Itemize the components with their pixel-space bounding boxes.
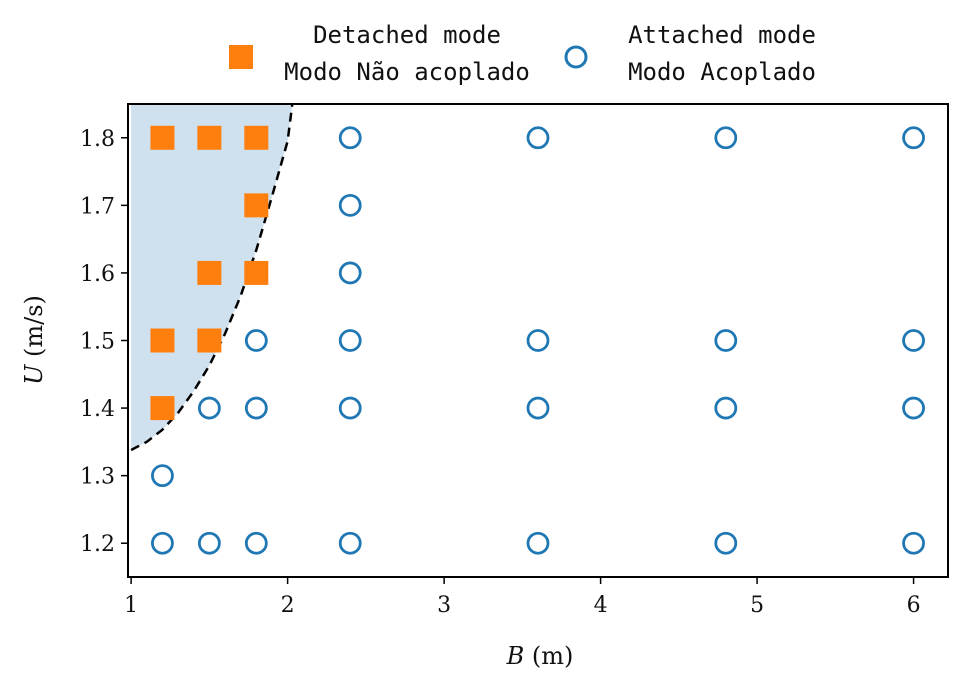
y-axis-label: U (m/s) xyxy=(20,295,48,385)
y-axis-ticks: 1.2 1.3 1.4 1.5 1.6 1.7 1.8 xyxy=(80,127,128,557)
attached-point xyxy=(714,396,738,420)
attached-point xyxy=(338,126,362,150)
legend-attached-label: Attached mode xyxy=(628,21,816,49)
x-axis-var: B xyxy=(506,642,525,670)
x-tick-label: 2 xyxy=(281,593,295,618)
y-tick-label: 1.2 xyxy=(80,532,115,557)
legend-detached-marker xyxy=(229,45,253,69)
attached-point xyxy=(714,329,738,352)
attached-point xyxy=(338,329,362,352)
attached-point xyxy=(244,329,268,352)
x-tick-label: 6 xyxy=(907,593,921,618)
attached-point xyxy=(902,126,925,150)
attached-point xyxy=(526,396,550,420)
y-axis-unit: (m/s) xyxy=(20,295,48,357)
detached-point xyxy=(150,125,175,150)
boundary-curve-layer xyxy=(130,103,294,452)
attached-point xyxy=(197,396,221,420)
x-axis-ticks: 1 2 3 4 5 6 xyxy=(124,577,921,618)
detached-point xyxy=(150,396,175,421)
attached-point xyxy=(338,261,362,285)
detached-point xyxy=(197,125,222,150)
legend: Detached mode Modo Não acoplado Attached… xyxy=(229,21,816,86)
attached-point xyxy=(902,329,925,352)
y-tick-label: 1.3 xyxy=(80,465,115,490)
attached-point xyxy=(714,126,738,150)
y-tick-label: 1.4 xyxy=(80,397,115,422)
attached-point xyxy=(526,531,550,555)
detached-point xyxy=(197,328,222,353)
attached-point xyxy=(902,396,925,420)
attached-point xyxy=(526,329,550,352)
attached-point xyxy=(151,531,174,555)
attached-point xyxy=(197,531,221,555)
y-axis-var: U xyxy=(20,364,48,385)
legend-detached-label: Detached mode xyxy=(313,21,501,49)
detached-point xyxy=(150,328,175,353)
detached-point xyxy=(197,260,222,285)
attached-point xyxy=(714,531,738,555)
attached-point xyxy=(526,126,550,150)
y-tick-label: 1.7 xyxy=(80,194,115,219)
attached-point xyxy=(338,396,362,420)
detached-point xyxy=(244,193,269,218)
attached-point xyxy=(338,531,362,555)
x-tick-label: 4 xyxy=(594,593,608,618)
attached-point xyxy=(338,193,362,217)
x-axis-unit: (m) xyxy=(532,642,573,670)
legend-attached-marker xyxy=(564,45,588,69)
x-axis-label: B (m) xyxy=(506,642,574,670)
x-tick-label: 1 xyxy=(124,593,138,618)
x-tick-label: 3 xyxy=(437,593,451,618)
x-tick-label: 5 xyxy=(750,593,764,618)
legend-detached-translation: Modo Não acoplado xyxy=(284,58,530,86)
attached-point xyxy=(151,464,174,488)
detached-point xyxy=(244,125,269,150)
y-tick-label: 1.6 xyxy=(80,262,115,287)
detached-point xyxy=(244,260,269,285)
y-tick-label: 1.8 xyxy=(80,127,115,152)
attached-point xyxy=(244,531,268,555)
legend-attached-translation: Modo Acoplado xyxy=(628,58,816,86)
y-tick-label: 1.5 xyxy=(80,330,115,355)
attached-point xyxy=(244,396,268,420)
boundary-curve xyxy=(130,103,294,452)
attached-point xyxy=(902,531,925,555)
data-points xyxy=(150,125,925,555)
